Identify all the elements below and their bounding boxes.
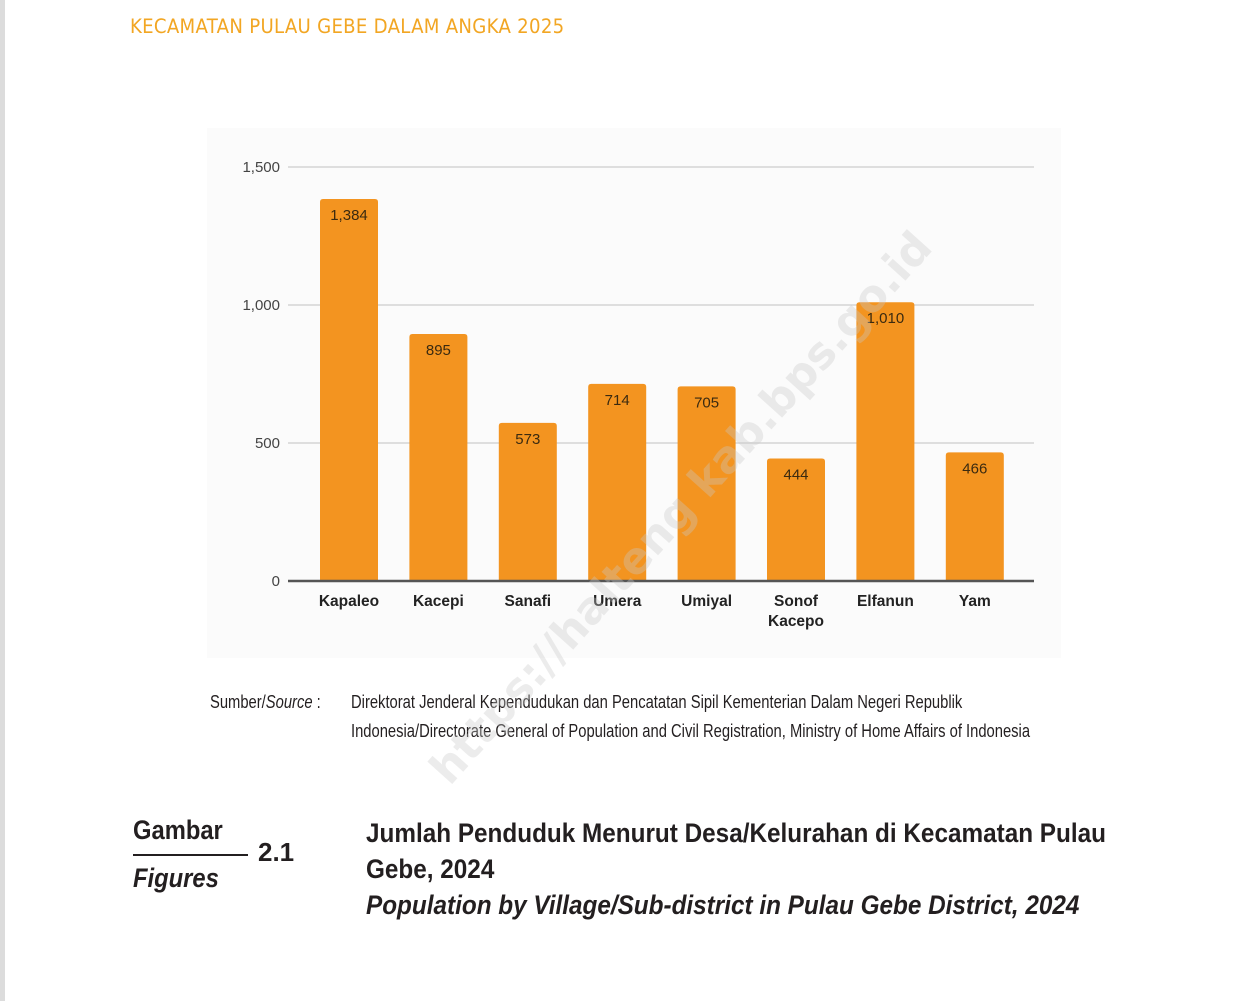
running-header: KECAMATAN PULAU GEBE DALAM ANGKA 2025 [130,15,565,38]
bar-value-label: 895 [426,342,451,359]
source-label-en: Source [265,692,313,712]
bar-value-label: 1,384 [330,207,368,224]
chart-container: 0 500 1,000 1,500 1,384 Kapaleo 895 Kacepi 573 Sa… [207,128,1061,658]
x-category-label: Umera [593,593,642,610]
x-category-label: Elfanun [857,593,914,610]
y-tick-label: 1,000 [242,297,280,314]
figure-label-rule [133,854,248,856]
figure-title-id: Jumlah Penduduk Menurut Desa/Kelurahan d… [366,818,1106,884]
bar [409,333,468,581]
bar [320,199,378,581]
bar-value-label: 466 [962,460,987,477]
source-text: Direktorat Jenderal Kependudukan dan Pen… [351,692,1031,741]
figure-label-en: Figures [133,863,219,893]
figure-label-id: Gambar [133,815,223,845]
x-category-label: Kacepo [768,613,824,630]
x-category-label: Sanafi [505,593,552,610]
page-left-edge [0,0,5,1001]
x-category-label: Sonof [774,593,819,610]
x-category-label: Yam [959,593,991,610]
bar [498,422,557,581]
population-bar-chart: 0 500 1,000 1,500 1,384 Kapaleo 895 Kacepi 573 Sa… [242,159,1034,630]
bar [856,302,915,581]
bar-value-label: 705 [694,394,719,411]
y-tick-label: 1,500 [242,159,280,176]
bar [767,458,825,581]
bar-value-label: 714 [605,392,630,409]
bar [588,383,647,581]
source-label: Sumber/Source : [210,688,321,717]
y-tick-label: 0 [272,573,280,590]
bar-value-label: 573 [515,431,540,448]
figure-title-en: Population by Village/Sub-district in Pu… [366,890,1080,920]
bar-value-label: 1,010 [867,310,905,327]
source-label-sep: : [312,692,321,712]
x-category-label: Kapaleo [319,593,379,610]
x-category-label: Umiyal [681,593,732,610]
figure-title: Jumlah Penduduk Menurut Desa/Kelurahan d… [366,815,1226,923]
y-tick-label: 500 [255,435,280,452]
source-label-id: Sumber/ [210,692,266,712]
bar [945,452,1004,581]
figure-number: 2.1 [258,837,295,867]
x-category-label: Kacepi [413,593,464,610]
bar-value-label: 444 [783,466,808,483]
bar [677,386,736,581]
